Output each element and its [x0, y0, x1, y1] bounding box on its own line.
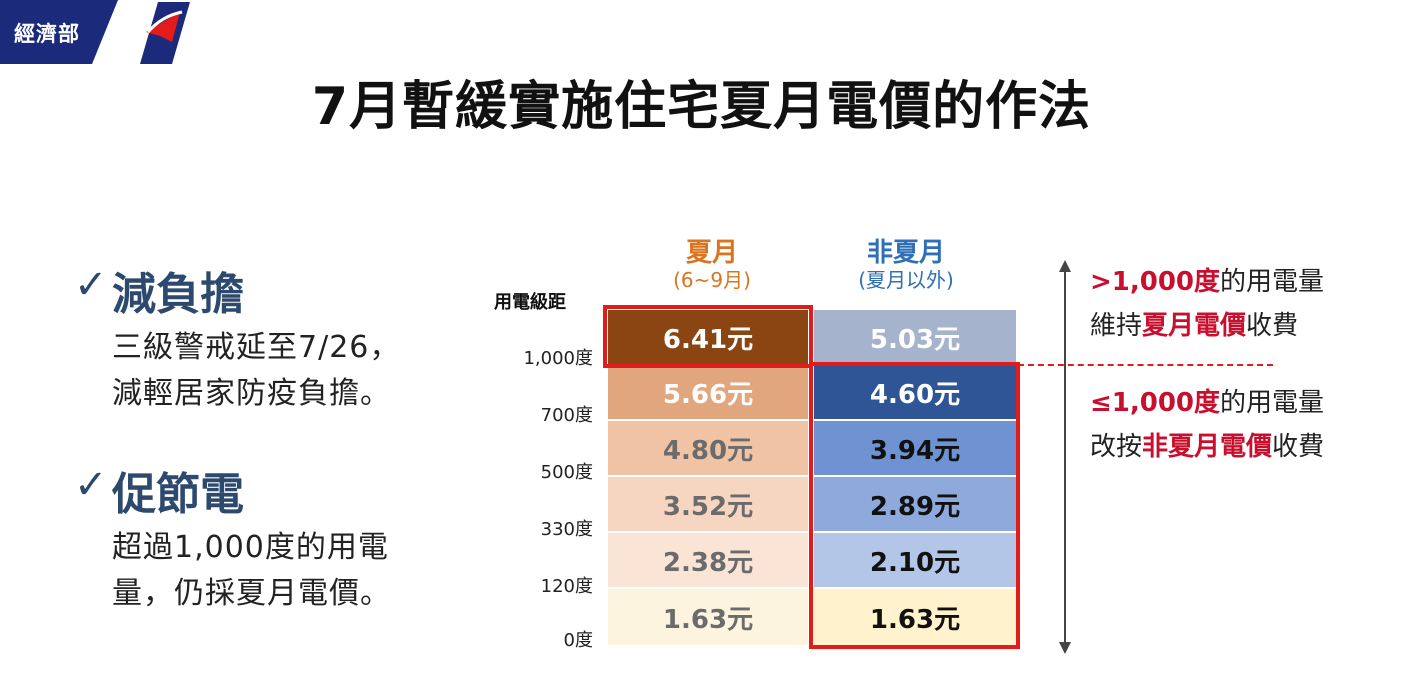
- lower-note-line2: 改按非夏月電價收費: [1090, 429, 1324, 465]
- note-text: 收費: [1246, 311, 1299, 341]
- nonsummer-rate-cell: 2.10元: [814, 533, 1016, 587]
- check-icon: ✓: [74, 462, 108, 508]
- summer-column-header: 夏月 (6~9月): [612, 238, 812, 292]
- note-text: 的用電量: [1220, 388, 1325, 418]
- bullet-body-line: 減輕居家防疫負擔。: [112, 376, 391, 411]
- summer-rate-cell: 2.38元: [608, 533, 808, 587]
- summer-rate-cell: 4.80元: [608, 421, 808, 475]
- usage-tier-axis-title: 用電級距: [494, 292, 566, 313]
- page-title: 7月暫緩實施住宅夏月電價的作法: [311, 77, 1092, 137]
- summer-rate-highlight: [603, 305, 813, 368]
- note-text: 收費: [1272, 432, 1325, 462]
- bullet-heading-save-power: 促節電: [112, 469, 244, 520]
- ministry-logo: [140, 2, 190, 64]
- arrow-up-icon: [1059, 260, 1071, 272]
- nonsummer-header-title: 非夏月: [866, 238, 945, 268]
- tier-label: 500度: [540, 462, 593, 483]
- nonsummer-rate-highlight: [809, 362, 1020, 649]
- lower-note-line1: ≤1,000度的用電量: [1090, 385, 1324, 421]
- note-text: 的用電量: [1220, 267, 1325, 297]
- nonsummer-rate-cell: 3.94元: [814, 421, 1016, 475]
- upper-note-line1: >1,000度的用電量: [1090, 264, 1324, 300]
- summer-header-title: 夏月: [685, 238, 738, 268]
- nonsummer-rate-cell: 2.89元: [814, 477, 1016, 531]
- summer-rate-cell: 1.63元: [608, 589, 808, 645]
- summer-rate-cell: 5.66元: [608, 366, 808, 419]
- nonsummer-rate-emphasis: 非夏月電價: [1142, 432, 1273, 462]
- nonsummer-rate-cell: 1.63元: [814, 589, 1016, 645]
- tier-label: 700度: [540, 405, 593, 426]
- tier-label: 330度: [540, 519, 593, 540]
- note-text: 維持: [1090, 311, 1143, 341]
- summer-rate-cell: 3.52元: [608, 477, 808, 531]
- threshold-dashed-line: [1018, 364, 1273, 366]
- ministry-label: 經濟部: [14, 22, 80, 46]
- check-icon: ✓: [74, 262, 108, 308]
- arrow-down-icon: [1059, 642, 1071, 654]
- lower-threshold: ≤1,000度: [1090, 388, 1221, 418]
- range-arrow-line: [1064, 270, 1066, 642]
- tier-label: 120度: [540, 576, 593, 597]
- summer-rate-cell: 6.41元: [608, 310, 808, 364]
- summer-rate-emphasis: 夏月電價: [1142, 311, 1247, 341]
- bullet-body-line: 量，仍採夏月電價。: [112, 576, 391, 611]
- note-text: 改按: [1090, 432, 1143, 462]
- tier-label: 1,000度: [523, 348, 593, 369]
- bullet-heading-reduce-burden: 減負擔: [112, 269, 244, 320]
- bullet-body-line: 三級警戒延至7/26，: [112, 330, 401, 365]
- bullet-body-line: 超過1,000度的用電: [112, 530, 389, 565]
- nonsummer-header-period: (夏月以外): [858, 268, 954, 292]
- upper-threshold: >1,000度: [1090, 267, 1221, 297]
- nonsummer-rate-cell: 4.60元: [814, 366, 1016, 419]
- summer-header-period: (6~9月): [673, 268, 751, 292]
- nonsummer-column-header: 非夏月 (夏月以外): [806, 238, 1006, 292]
- tier-label: 0度: [563, 630, 593, 651]
- nonsummer-rate-cell: 5.03元: [814, 310, 1016, 364]
- upper-note-line2: 維持夏月電價收費: [1090, 308, 1298, 344]
